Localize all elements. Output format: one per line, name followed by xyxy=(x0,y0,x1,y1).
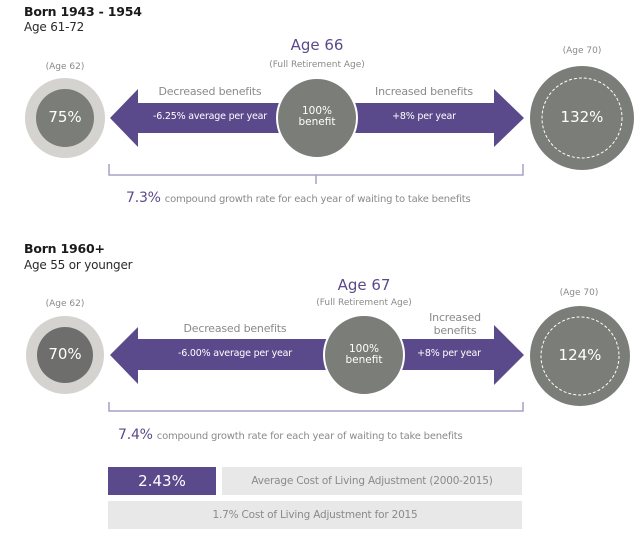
increased-benefits-label: Increased benefits xyxy=(375,85,473,98)
full-benefit-word: benefit xyxy=(298,116,336,128)
growth-rate-note: 7.4% compound growth rate for each year o… xyxy=(118,427,463,443)
increased-label-line1: Increased xyxy=(429,311,481,324)
decreased-arrow xyxy=(110,327,330,384)
section-1-subtitle: Age 61-72 xyxy=(24,20,85,34)
decreased-benefits-label: Decreased benefits xyxy=(158,85,262,98)
full-benefit-label: 100% benefit xyxy=(324,344,404,366)
growth-rate-text: compound growth rate for each year of wa… xyxy=(164,194,471,205)
full-benefit-pct: 100% xyxy=(301,105,333,117)
increased-arrow xyxy=(352,89,524,147)
late-benefit-value: 124% xyxy=(558,346,602,364)
section-2-title: Born 1960+ xyxy=(24,241,105,256)
increased-arrow xyxy=(400,325,524,385)
late-circle xyxy=(530,66,634,170)
growth-bracket xyxy=(108,402,524,412)
growth-rate-pct: 7.4% xyxy=(118,427,153,443)
decreased-arrow xyxy=(110,89,282,147)
early-inner-circle xyxy=(37,327,93,383)
increased-rate: +8% per year xyxy=(392,111,456,122)
full-benefit-word: benefit xyxy=(345,354,383,366)
avg-cola-value-box: 2.43% xyxy=(108,467,216,495)
growth-rate-note: 7.3% compound growth rate for each year o… xyxy=(126,190,471,206)
full-circle xyxy=(276,77,358,159)
early-inner-circle xyxy=(36,89,94,147)
growth-rate-text: compound growth rate for each year of wa… xyxy=(156,431,463,442)
full-retirement-age-title: Age 66 xyxy=(290,36,344,54)
current-cola-box: 1.7% Cost of Living Adjustment for 2015 xyxy=(108,501,522,529)
late-age-label: (Age 70) xyxy=(559,288,599,298)
late-dashed-ring xyxy=(540,316,620,396)
full-retirement-age-title: Age 67 xyxy=(337,276,391,294)
full-circle xyxy=(323,314,405,396)
avg-cola-label-box: Average Cost of Living Adjustment (2000-… xyxy=(222,467,522,495)
late-benefit-value: 132% xyxy=(560,108,604,126)
decreased-benefits-label: Decreased benefits xyxy=(183,322,287,335)
early-benefit-value: 75% xyxy=(48,108,82,126)
early-benefit-value: 70% xyxy=(48,345,82,363)
increased-benefits-label: Increased benefits xyxy=(410,311,500,337)
early-age-label: (Age 62) xyxy=(45,299,85,309)
section-2-subtitle: Age 55 or younger xyxy=(24,258,133,272)
full-retirement-age-subtitle: (Full Retirement Age) xyxy=(316,298,412,308)
section-1-title: Born 1943 - 1954 xyxy=(24,4,142,19)
full-retirement-age-subtitle: (Full Retirement Age) xyxy=(269,60,365,70)
growth-bracket xyxy=(108,164,524,176)
full-benefit-pct: 100% xyxy=(348,343,380,355)
decreased-rate: -6.00% average per year xyxy=(178,348,292,359)
full-benefit-label: 100% benefit xyxy=(277,106,357,128)
growth-rate-pct: 7.3% xyxy=(126,190,161,206)
early-age-label: (Age 62) xyxy=(45,62,85,72)
late-age-label: (Age 70) xyxy=(562,46,602,56)
increased-label-line2: benefits xyxy=(433,324,477,337)
late-dashed-ring xyxy=(541,77,623,159)
late-circle xyxy=(530,306,630,406)
section-2-shapes xyxy=(26,306,630,412)
increased-rate: +8% per year xyxy=(417,348,481,359)
decreased-rate: -6.25% average per year xyxy=(153,111,267,122)
section-1-shapes xyxy=(25,66,634,184)
